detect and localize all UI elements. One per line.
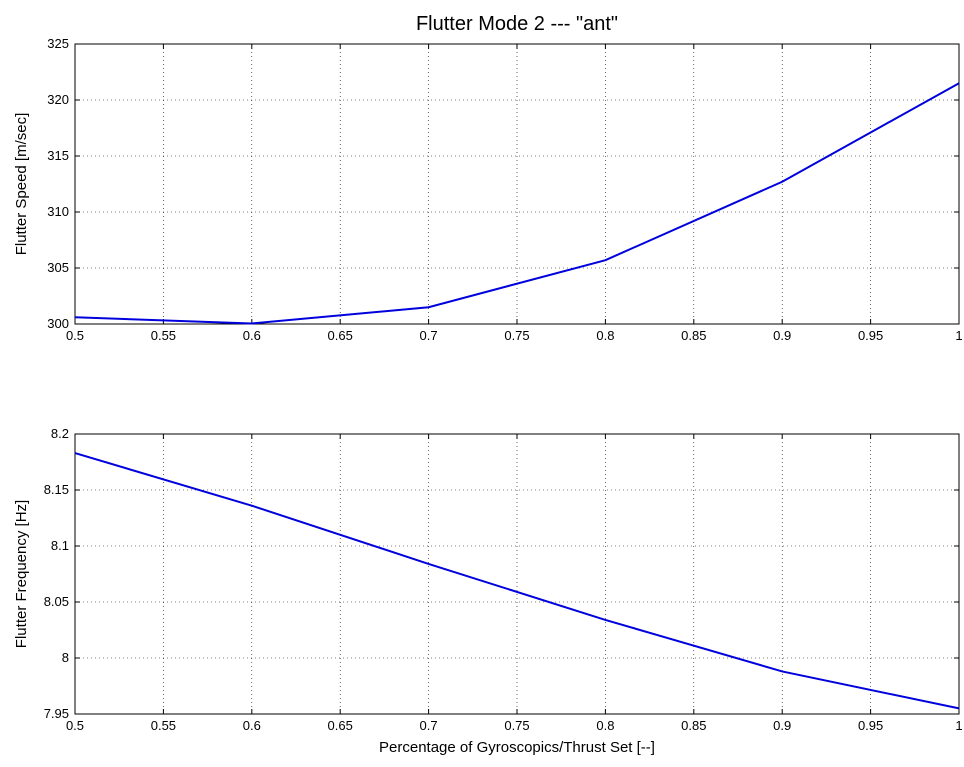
y-tick-label: 8.1 <box>51 538 69 553</box>
series-line <box>74 82 960 325</box>
y-tick-label: 8.2 <box>51 426 69 441</box>
x-tick-label: 0.6 <box>243 718 261 733</box>
x-tick-label: 0.7 <box>420 328 438 343</box>
series-line <box>74 452 960 710</box>
x-tick-label: 0.75 <box>504 718 529 733</box>
x-tick-label: 0.65 <box>328 718 353 733</box>
y-tick-label: 310 <box>47 204 69 219</box>
speed-chart-panel: 0.5 0.55 0.6 0.65 0.7 0.75 0.8 0.85 0.9 0.95 1 300 3… <box>47 36 962 343</box>
x-tick-label: 0.55 <box>151 328 176 343</box>
y-tick-label: 320 <box>47 92 69 107</box>
x-tick-label: 0.65 <box>328 328 353 343</box>
plot-frame <box>74 433 960 715</box>
x-tick-label: 0.55 <box>151 718 176 733</box>
y-tick-label: 315 <box>47 148 69 163</box>
x-tick-label: 1 <box>955 328 962 343</box>
x-tick-label: 0.9 <box>773 718 791 733</box>
y-tick-label: 8.15 <box>44 482 69 497</box>
x-tick-label: 0.95 <box>858 328 883 343</box>
x-axis-label: Percentage of Gyroscopics/Thrust Set [--… <box>379 739 655 756</box>
x-tick-label: 0.85 <box>681 718 706 733</box>
y-axis-label-frequency: Flutter Frequency [Hz] <box>13 500 30 648</box>
x-tick-label: 0.9 <box>773 328 791 343</box>
y-tick-label: 8 <box>62 650 69 665</box>
x-tick-label: 0.7 <box>420 718 438 733</box>
y-tick-label: 305 <box>47 260 69 275</box>
y-tick-label: 325 <box>47 36 69 51</box>
y-tick-label: 7.95 <box>44 706 69 721</box>
x-tick-label: 0.8 <box>596 328 614 343</box>
x-tick-label: 0.75 <box>504 328 529 343</box>
frequency-chart-panel: 0.5 0.55 0.6 0.65 0.7 0.75 0.8 0.85 0.9 0.95 1 7.95… <box>44 426 963 733</box>
x-tick-label: 0.85 <box>681 328 706 343</box>
x-tick-label: 0.8 <box>596 718 614 733</box>
x-tick-label: 0.95 <box>858 718 883 733</box>
x-tick-label: 0.6 <box>243 328 261 343</box>
plot-frame <box>74 43 960 325</box>
y-tick-label: 300 <box>47 316 69 331</box>
x-tick-label: 0.5 <box>66 718 84 733</box>
y-axis-label-speed: Flutter Speed [m/sec] <box>13 113 30 256</box>
x-tick-label: 0.5 <box>66 328 84 343</box>
chart-title: Flutter Mode 2 --- "ant" <box>416 13 618 35</box>
y-tick-label: 8.05 <box>44 594 69 609</box>
x-tick-label: 1 <box>955 718 962 733</box>
